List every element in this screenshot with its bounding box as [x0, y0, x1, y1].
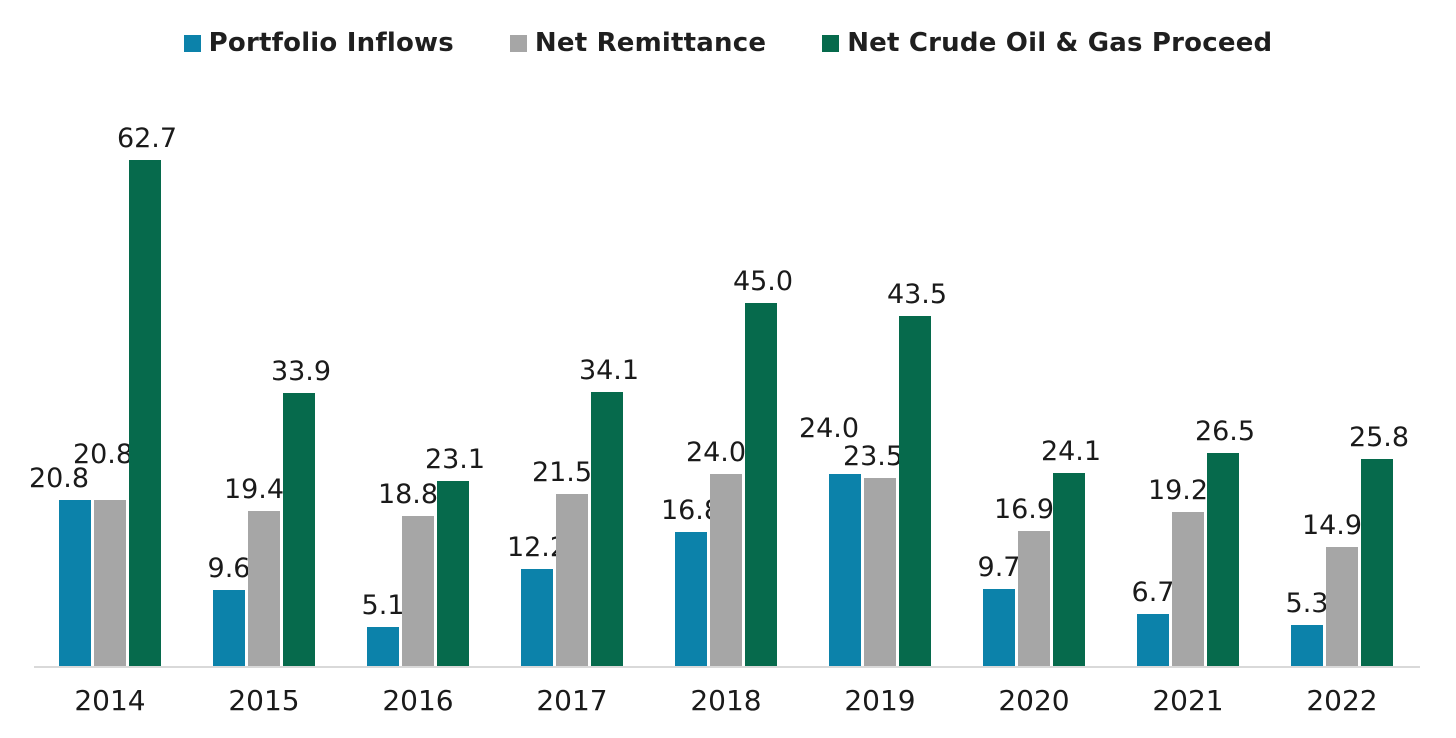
legend-item-portfolio-inflows: Portfolio Inflows	[183, 28, 454, 58]
bar-value-label: 18.8	[377, 479, 439, 510]
legend-label-net-remittance: Net Remittance	[534, 28, 767, 58]
legend: Portfolio Inflows Net Remittance Net Cru…	[0, 28, 1456, 58]
bar-value-label: 23.5	[842, 441, 904, 472]
bar-portfolio-inflows-2016	[367, 627, 399, 668]
bar-net-crude-oil-gas-proceed-2016	[437, 481, 469, 668]
bar-value-label: 24.0	[685, 437, 747, 468]
bar-net-remittance-2020	[1018, 531, 1050, 668]
bar-net-remittance-2015	[248, 511, 280, 668]
bar-value-label: 19.4	[223, 474, 285, 505]
bar-portfolio-inflows-2015	[213, 590, 245, 668]
bar-net-remittance-2022	[1326, 547, 1358, 668]
bar-value-label: 21.5	[531, 457, 593, 488]
x-axis-label-2015: 2015	[228, 684, 300, 717]
legend-swatch-portfolio-inflows-icon	[183, 34, 201, 52]
x-axis-label-2019: 2019	[844, 684, 916, 717]
bar-net-crude-oil-gas-proceed-2017	[591, 392, 623, 668]
bar-net-remittance-2021	[1172, 512, 1204, 668]
legend-item-net-crude-oil-gas: Net Crude Oil & Gas Proceed	[822, 28, 1272, 58]
bar-portfolio-inflows-2014	[59, 500, 91, 668]
plot-area: 20.8 20.8 62.7 9.6 19.4 33.9 5.1 18.8 23.1 12.2 21…	[28, 123, 1410, 668]
bar-portfolio-inflows-2018	[675, 532, 707, 668]
bar-net-crude-oil-gas-proceed-2014	[129, 160, 161, 668]
bar-value-label: 5.3	[1285, 588, 1329, 619]
bar-net-remittance-2016	[402, 516, 434, 668]
bar-portfolio-inflows-2017	[521, 569, 553, 668]
bar-net-crude-oil-gas-proceed-2015	[283, 393, 315, 668]
legend-label-net-crude-oil-gas: Net Crude Oil & Gas Proceed	[847, 28, 1273, 58]
bar-value-label: 43.5	[886, 279, 948, 310]
bar-net-crude-oil-gas-proceed-2020	[1053, 473, 1085, 668]
x-axis-label-2018: 2018	[690, 684, 762, 717]
bar-value-label: 45.0	[732, 266, 794, 297]
bar-value-label: 19.2	[1147, 475, 1209, 506]
x-axis-label-2022: 2022	[1306, 684, 1378, 717]
bar-net-crude-oil-gas-proceed-2021	[1207, 453, 1239, 668]
legend-swatch-net-remittance-icon	[509, 34, 527, 52]
bar-value-label: 25.8	[1348, 422, 1410, 453]
bar-net-remittance-2019	[864, 478, 896, 668]
bar-portfolio-inflows-2020	[983, 589, 1015, 668]
x-axis-label-2021: 2021	[1152, 684, 1224, 717]
bar-net-crude-oil-gas-proceed-2018	[745, 303, 777, 668]
x-axis-baseline	[34, 666, 1420, 668]
bar-net-remittance-2017	[556, 494, 588, 668]
bar-portfolio-inflows-2019	[829, 474, 861, 668]
bar-net-remittance-2014	[94, 500, 126, 668]
bar-value-label: 5.1	[361, 590, 405, 621]
bar-value-label: 23.1	[424, 444, 486, 475]
x-axis-label-2014: 2014	[74, 684, 146, 717]
bar-portfolio-inflows-2022	[1291, 625, 1323, 668]
x-axis-label-2017: 2017	[536, 684, 608, 717]
bar-value-label: 14.9	[1301, 510, 1363, 541]
bar-value-label: 34.1	[578, 355, 640, 386]
bar-value-label: 6.7	[1131, 577, 1175, 608]
bar-portfolio-inflows-2021	[1137, 614, 1169, 668]
bar-value-label: 20.8	[72, 439, 134, 470]
bar-net-remittance-2018	[710, 474, 742, 668]
bar-value-label: 62.7	[116, 123, 178, 154]
legend-swatch-net-crude-oil-gas-icon	[822, 34, 840, 52]
x-axis-label-2020: 2020	[998, 684, 1070, 717]
bar-net-crude-oil-gas-proceed-2019	[899, 316, 931, 668]
legend-label-portfolio-inflows: Portfolio Inflows	[208, 28, 454, 58]
bar-value-label: 24.1	[1040, 436, 1102, 467]
bar-value-label: 16.9	[993, 494, 1055, 525]
legend-item-net-remittance: Net Remittance	[509, 28, 767, 58]
bar-value-label: 24.0	[798, 413, 860, 444]
bar-net-crude-oil-gas-proceed-2022	[1361, 459, 1393, 668]
bar-value-label: 20.8	[28, 463, 90, 494]
x-axis-label-2016: 2016	[382, 684, 454, 717]
bar-value-label: 26.5	[1194, 416, 1256, 447]
bar-value-label: 9.7	[977, 552, 1021, 583]
bar-value-label: 9.6	[207, 553, 251, 584]
bar-value-label: 33.9	[270, 356, 332, 387]
